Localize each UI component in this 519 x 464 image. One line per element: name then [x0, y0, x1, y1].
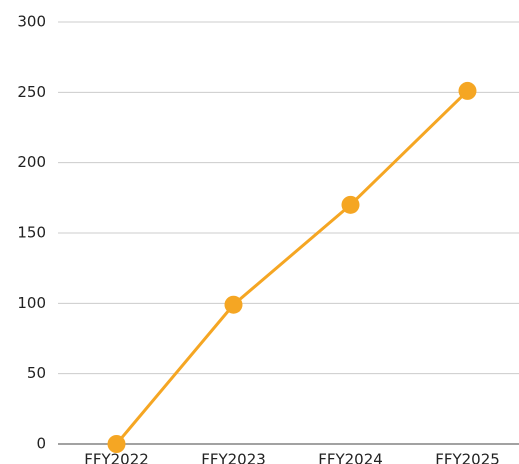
x-tick-label: FFY2022 [84, 451, 149, 464]
y-tick-label: 200 [17, 153, 46, 171]
x-tick-label: FFY2025 [435, 451, 500, 464]
x-tick-label: FFY2023 [201, 451, 266, 464]
y-tick-label: 50 [27, 364, 46, 382]
marker [224, 295, 243, 314]
marker [107, 435, 126, 453]
y-tick-label: 100 [17, 294, 46, 312]
marker [458, 81, 477, 100]
y-tick-label: 300 [17, 13, 46, 31]
marker [341, 195, 360, 214]
y-tick-label: 150 [17, 224, 46, 242]
x-tick-label: FFY2024 [318, 451, 383, 464]
line [115, 89, 469, 445]
y-tick-label: 0 [36, 435, 46, 453]
y-tick-label: 250 [17, 83, 46, 101]
